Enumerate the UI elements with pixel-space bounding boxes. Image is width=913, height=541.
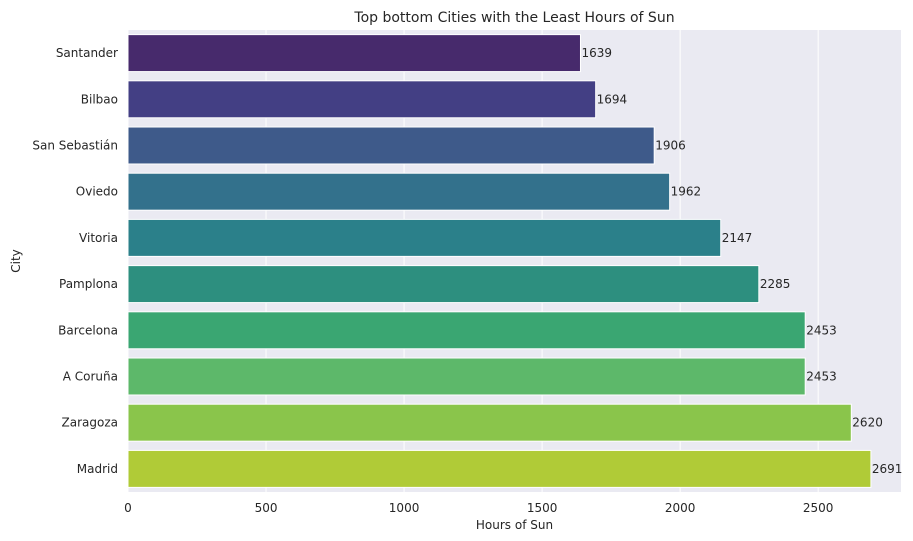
bar [127, 172, 671, 211]
bar-value-label: 2453 [806, 370, 837, 384]
y-tick-labels: Santander Bilbao San Sebastián Oviedo Vitori… [32, 46, 118, 476]
y-tick-label: Barcelona [58, 323, 118, 337]
y-tick-label: Vitoria [79, 231, 118, 245]
x-tick-label: 0 [124, 501, 132, 515]
y-tick-label: A Coruña [63, 370, 118, 384]
bar-value-label: 2453 [806, 323, 837, 337]
x-tick-label: 1000 [389, 501, 420, 515]
y-axis-label: City [9, 249, 23, 273]
bar-value-label: 2691 [872, 462, 903, 476]
chart-title: Top bottom Cities with the Least Hours o… [353, 10, 674, 26]
bar [127, 80, 597, 119]
bar [127, 357, 806, 396]
bar [127, 265, 760, 304]
x-tick-label: 2000 [665, 501, 696, 515]
bar [127, 449, 872, 488]
bar-value-label: 2285 [760, 277, 791, 291]
bar-value-label: 1639 [581, 46, 612, 60]
y-tick-label: Santander [56, 46, 118, 60]
y-tick-label: Bilbao [81, 92, 118, 106]
y-tick-label: Madrid [77, 462, 118, 476]
bar-value-label: 2147 [722, 231, 753, 245]
bar-value-label: 1906 [655, 139, 686, 153]
bar [127, 403, 852, 442]
bar-value-label: 2620 [852, 416, 883, 430]
y-tick-label: Pamplona [59, 277, 118, 291]
bar [127, 34, 581, 73]
y-tick-label: San Sebastián [32, 139, 118, 153]
x-tick-label: 2500 [803, 501, 834, 515]
x-tick-label: 1500 [527, 501, 558, 515]
x-tick-label: 500 [255, 501, 278, 515]
bar [127, 311, 806, 350]
bar-value-label: 1962 [671, 185, 702, 199]
bar-value-labels: 1639 1694 1906 1962 2147 2285 2453 2453 2620 2691 [581, 46, 902, 476]
y-tick-label: Oviedo [76, 185, 118, 199]
y-tick-label: Zaragoza [62, 416, 118, 430]
bars [127, 34, 872, 488]
x-tick-labels: 0 500 1000 1500 2000 2500 [124, 501, 833, 515]
bar [127, 218, 722, 257]
bar-value-label: 1694 [597, 92, 628, 106]
x-axis-label: Hours of Sun [476, 518, 553, 532]
bar [127, 126, 655, 165]
